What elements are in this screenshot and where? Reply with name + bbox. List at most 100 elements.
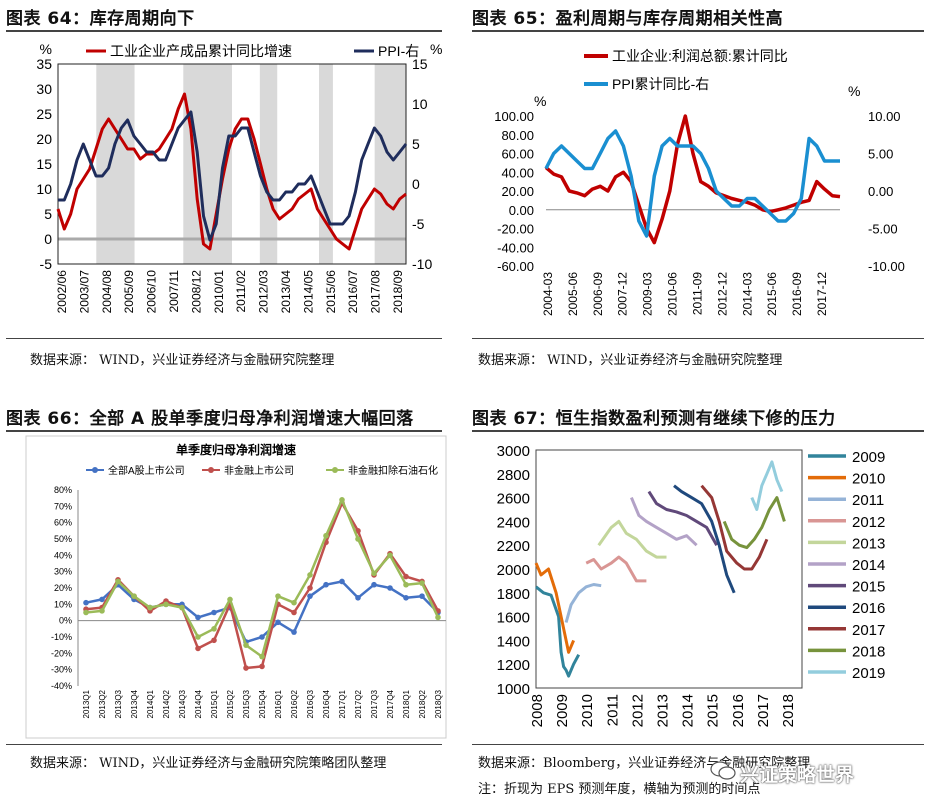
series-line-profit [544, 114, 841, 245]
x-tick-label: 2014Q3 [178, 689, 187, 718]
legend-label-2013: 2013 [852, 535, 885, 552]
left-tick-label: -60.00 [497, 259, 534, 274]
shaded-band [374, 64, 406, 264]
chart-67-note: 注：折现为 EPS 预测年度，横轴为预测的时间点 [478, 782, 761, 797]
data-point [323, 532, 329, 539]
legend-marker [208, 467, 214, 473]
right-tick-label: 10 [412, 96, 428, 112]
data-point [403, 595, 409, 601]
series-line-2015 [647, 490, 719, 546]
chart-67-title-rule [472, 430, 924, 432]
series-line-inventory [56, 92, 407, 251]
x-tick-label: 2016Q1 [274, 689, 283, 718]
left-tick-label: 15 [36, 156, 52, 172]
y-tick-label: 1000 [497, 681, 530, 698]
legend-label-2018: 2018 [852, 643, 885, 660]
x-tick-label: 2008 [529, 694, 546, 727]
x-tick-label: 2017Q2 [354, 689, 363, 718]
data-point [259, 663, 265, 670]
chart-65-source: 数据来源： WIND，兴业证券经济与金融研究院整理 [478, 353, 783, 368]
shaded-band [96, 64, 135, 264]
x-tick-label: 2006/10 [145, 270, 159, 314]
data-point [307, 585, 313, 591]
x-tick-label: 2012 [629, 694, 646, 727]
data-point [227, 596, 233, 603]
y-tick-label: -20% [51, 648, 72, 658]
x-tick-label: 2006-09 [591, 272, 605, 316]
chart-66-source: 数据来源： WIND，兴业证券经济与金融研究院策略团队整理 [30, 756, 387, 771]
x-tick-label: 2018Q1 [402, 689, 411, 718]
legend-label-profit: 工业企业:利润总额:累计同比 [612, 48, 788, 64]
x-tick-label: 2015-06 [765, 272, 779, 316]
y-tick-label: -30% [51, 665, 72, 675]
data-point [339, 578, 345, 585]
legend-label-ppi: PPI累计同比-右 [612, 76, 709, 92]
plot-frame [57, 63, 407, 265]
data-point [131, 593, 137, 599]
y-tick-label: 10% [54, 599, 72, 609]
y-tick-label: 60% [54, 518, 72, 528]
x-tick-label: 2009-03 [641, 272, 655, 316]
series-line-2014 [630, 497, 698, 547]
y-tick-label: 30% [54, 567, 72, 577]
left-tick-label: 0.00 [509, 203, 534, 218]
data-point [419, 593, 425, 599]
left-tick-label: -5 [40, 256, 53, 272]
right-tick-label: 10.00 [868, 109, 901, 124]
data-point [403, 573, 409, 580]
x-tick-label: 2013/04 [279, 270, 293, 314]
data-point [355, 528, 361, 534]
x-tick-label: 2017-12 [815, 272, 829, 316]
x-tick-label: 2009 [554, 694, 571, 727]
chart-66-bottom-rule [6, 744, 442, 745]
y-tick-label: 2200 [497, 538, 530, 555]
left-tick-label: 35 [36, 56, 52, 72]
x-tick-label: 2004/08 [100, 270, 114, 314]
legend-marker [92, 467, 98, 473]
data-point [339, 497, 345, 503]
legend-label-2010: 2010 [852, 471, 885, 488]
x-tick-label: 2018Q3 [434, 689, 443, 718]
legend-label-2011: 2011 [852, 492, 884, 509]
x-tick-label: 2011 [604, 694, 621, 726]
data-point [259, 634, 265, 640]
x-tick-label: 2015Q2 [226, 689, 235, 718]
x-tick-label: 2016Q4 [322, 689, 331, 718]
y-tick-label: -10% [51, 632, 72, 642]
plot-frame [535, 449, 803, 689]
data-point [291, 609, 297, 616]
x-tick-label: 2014Q2 [162, 689, 171, 718]
data-point [419, 580, 425, 586]
chart-65: 100.00 80.00 60.00 40.00 20.00 0.00 -20.00 -40.… [494, 48, 905, 316]
watermark: 兴证策略世界 [740, 764, 855, 786]
x-tick-label: 2015 [705, 694, 722, 727]
data-point [195, 614, 201, 621]
data-point [387, 552, 393, 559]
chart-67-bottom-rule [472, 744, 924, 745]
data-point [195, 634, 201, 640]
data-point [291, 599, 297, 606]
x-tick-label: 2004-03 [541, 272, 555, 316]
series-line-2011 [564, 583, 602, 623]
inner-chart-title: 单季度归母净利润增速 [176, 442, 296, 457]
data-point [323, 581, 329, 588]
chart-67: 3000 2800 2600 2400 2200 2000 1800 1600 1400 1200… [497, 443, 886, 727]
y-tick-label: 2400 [497, 514, 530, 531]
x-tick-label: 2013Q3 [114, 689, 123, 718]
shaded-band [259, 64, 278, 264]
right-tick-label: -10.00 [868, 259, 905, 274]
left-tick-label: 30 [36, 81, 52, 97]
x-tick-label: 2018 [780, 694, 797, 727]
data-point [275, 593, 281, 599]
data-point [147, 604, 153, 611]
data-point [355, 536, 361, 542]
right-tick-label: 0.00 [868, 184, 893, 199]
x-tick-label: 2016Q2 [290, 689, 299, 718]
x-tick-label: 2014 [680, 694, 697, 727]
chart-66: 单季度归母净利润增速 80% 70% 60% 50% 40% 30% 20% 10% 0% -10%… [25, 435, 447, 739]
left-tick-label: 10 [36, 181, 52, 197]
wechat-icon [710, 761, 736, 780]
x-tick-label: 2007/11 [167, 270, 181, 313]
x-tick-label: 2013 [654, 694, 671, 727]
chart-65-title: 图表 65：盈利周期与库存周期相关性高 [472, 9, 784, 29]
